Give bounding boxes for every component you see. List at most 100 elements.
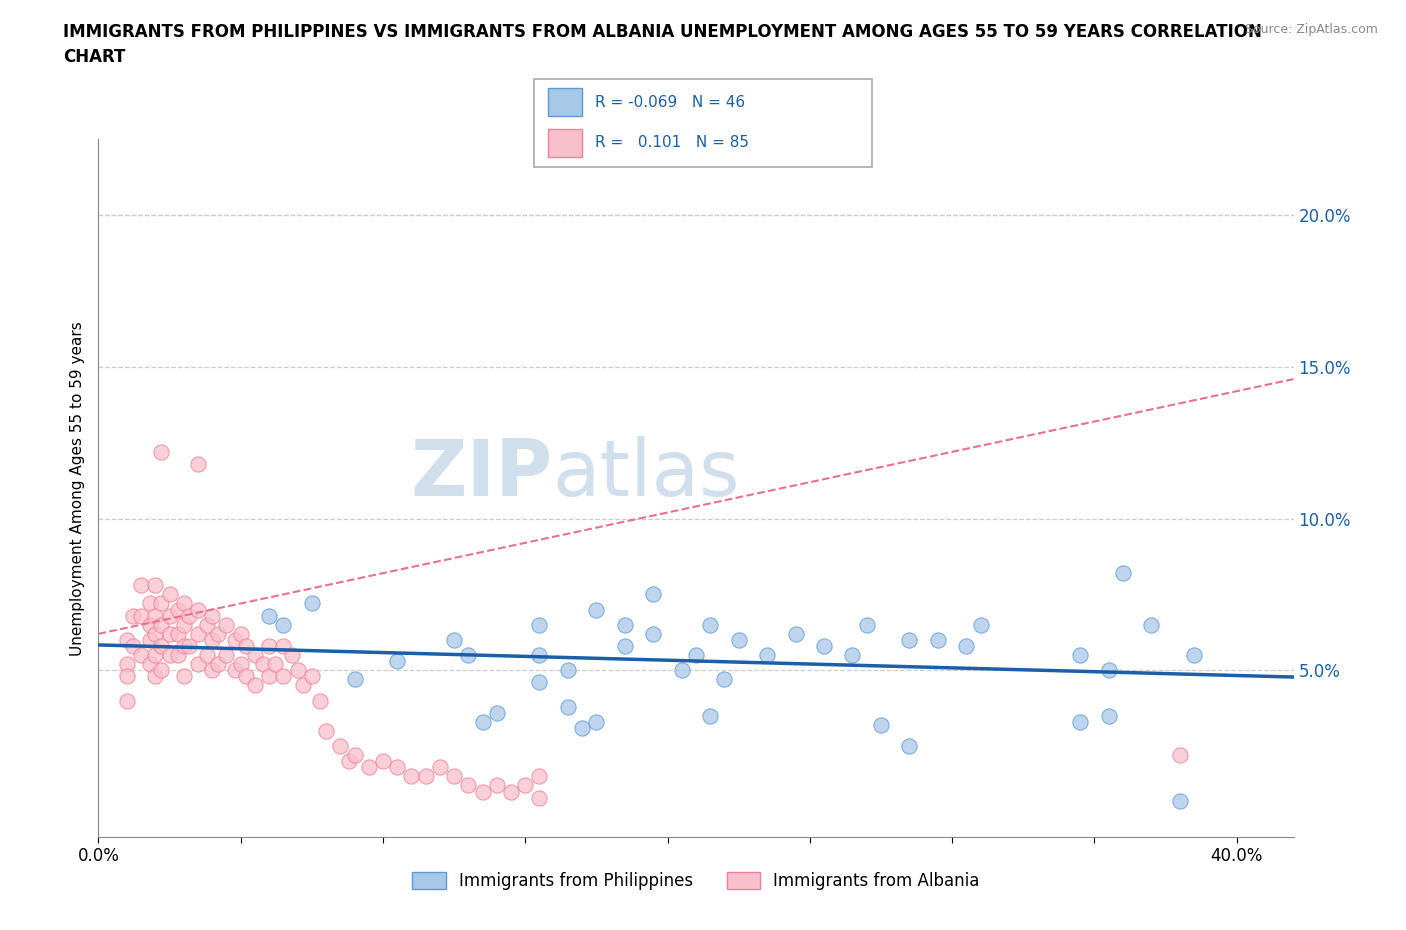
- Point: [195, 647, 218, 662]
- Point: [529, 769, 551, 784]
- Point: [557, 663, 579, 678]
- Point: [121, 608, 143, 623]
- Point: [159, 608, 181, 623]
- Point: [301, 669, 323, 684]
- Point: [529, 675, 551, 690]
- FancyBboxPatch shape: [548, 88, 582, 116]
- Point: [713, 671, 735, 686]
- Point: [343, 671, 366, 686]
- Point: [129, 647, 152, 662]
- Point: [756, 647, 779, 662]
- Point: [215, 647, 238, 662]
- Point: [287, 663, 309, 678]
- Point: [385, 760, 409, 775]
- Point: [557, 699, 579, 714]
- Point: [195, 618, 218, 632]
- Point: [292, 678, 315, 693]
- Point: [143, 669, 166, 684]
- Point: [187, 657, 209, 671]
- Point: [173, 618, 195, 632]
- Point: [1069, 647, 1091, 662]
- Point: [229, 657, 252, 671]
- Point: [173, 596, 195, 611]
- Point: [529, 647, 551, 662]
- Point: [201, 608, 224, 623]
- Point: [841, 647, 863, 662]
- Point: [337, 753, 360, 768]
- Text: R = -0.069   N = 46: R = -0.069 N = 46: [595, 95, 745, 110]
- Point: [159, 627, 181, 642]
- Point: [1168, 748, 1191, 763]
- Point: [243, 678, 266, 693]
- Point: [699, 618, 721, 632]
- Point: [485, 778, 508, 793]
- Point: [813, 639, 835, 654]
- Point: [179, 639, 201, 654]
- Point: [969, 618, 991, 632]
- Point: [613, 618, 636, 632]
- Point: [159, 587, 181, 602]
- Point: [129, 608, 152, 623]
- Point: [150, 596, 173, 611]
- Point: [167, 647, 190, 662]
- Point: [121, 639, 143, 654]
- Point: [229, 627, 252, 642]
- Point: [429, 760, 451, 775]
- Point: [150, 445, 173, 459]
- Point: [115, 669, 138, 684]
- Point: [173, 639, 195, 654]
- Point: [870, 717, 893, 732]
- Point: [385, 654, 409, 669]
- Point: [115, 632, 138, 647]
- Point: [143, 647, 166, 662]
- Point: [138, 596, 160, 611]
- Y-axis label: Unemployment Among Ages 55 to 59 years: Unemployment Among Ages 55 to 59 years: [69, 321, 84, 656]
- Point: [263, 657, 285, 671]
- Point: [235, 669, 257, 684]
- Point: [1097, 663, 1119, 678]
- Point: [671, 663, 693, 678]
- Point: [273, 618, 295, 632]
- Point: [243, 647, 266, 662]
- Point: [315, 724, 337, 738]
- Point: [371, 753, 394, 768]
- Point: [115, 693, 138, 708]
- Point: [1069, 714, 1091, 729]
- Point: [138, 657, 160, 671]
- Point: [955, 639, 977, 654]
- Point: [187, 457, 209, 472]
- Point: [471, 784, 494, 799]
- Point: [215, 618, 238, 632]
- Point: [457, 647, 479, 662]
- Point: [150, 618, 173, 632]
- Point: [150, 639, 173, 654]
- Point: [129, 578, 152, 592]
- Point: [1112, 565, 1135, 580]
- Point: [207, 657, 229, 671]
- Point: [167, 627, 190, 642]
- Point: [499, 784, 522, 799]
- Point: [143, 578, 166, 592]
- Point: [115, 657, 138, 671]
- Point: [201, 632, 224, 647]
- Point: [898, 738, 921, 753]
- Point: [138, 618, 160, 632]
- Point: [613, 639, 636, 654]
- Point: [699, 709, 721, 724]
- Point: [357, 760, 380, 775]
- Point: [471, 714, 494, 729]
- Point: [585, 714, 607, 729]
- Point: [898, 632, 921, 647]
- Point: [273, 639, 295, 654]
- Point: [443, 632, 465, 647]
- Point: [187, 602, 209, 617]
- Point: [257, 669, 280, 684]
- Point: [443, 769, 465, 784]
- Point: [329, 738, 352, 753]
- Point: [257, 639, 280, 654]
- Point: [457, 778, 479, 793]
- Point: [143, 608, 166, 623]
- Point: [515, 778, 537, 793]
- FancyBboxPatch shape: [534, 79, 872, 167]
- Point: [281, 647, 304, 662]
